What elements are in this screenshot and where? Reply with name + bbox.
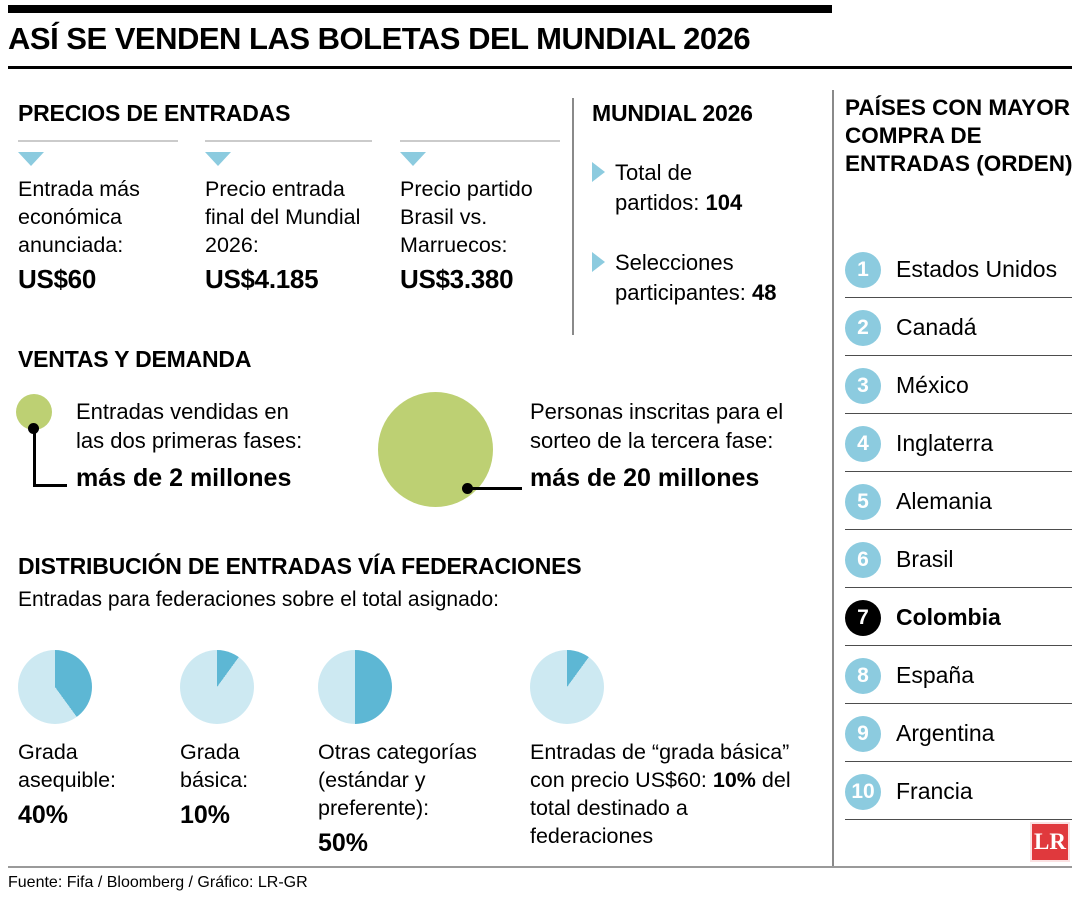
pie-label-grada-basica-us60: Entradas de “grada básica” con precio US… <box>530 739 812 851</box>
pie-chart-grada-asequible <box>18 650 92 724</box>
price-label: Precio partido Brasil vs. Marruecos: <box>400 177 533 257</box>
connector-dot <box>28 423 39 434</box>
top-rule <box>8 5 832 13</box>
country-row: 5 Alemania <box>845 474 1072 530</box>
price-label: Entrada más económica anunciada: <box>18 177 140 257</box>
price-card-economica: Entrada más económica anunciada: US$60 <box>18 140 178 295</box>
source-credit: Fuente: Fifa / Bloomberg / Gráfico: LR-G… <box>8 874 308 891</box>
rank-badge: 2 <box>845 309 881 346</box>
country-name: España <box>896 662 975 688</box>
connector-dot <box>462 483 473 494</box>
pie-label-text: Grada básica: <box>180 740 249 792</box>
rank-badge: 10 <box>845 773 881 810</box>
rank-badge: 9 <box>845 715 881 752</box>
pie-value: 50% <box>318 828 369 857</box>
country-row: 2 Canadá <box>845 300 1072 356</box>
country-name: Colombia <box>896 604 1001 630</box>
pie-label-grada-asequible: Grada asequible: 40% <box>18 739 146 831</box>
pie-label-otras-categorias: Otras categorías (estándar y preferente)… <box>318 739 498 859</box>
pie-chart-grada-basica <box>180 650 254 724</box>
country-name: Brasil <box>896 546 954 572</box>
stat-label: Selecciones participantes: <box>615 250 746 306</box>
price-label: Precio entrada final del Mundial 2026: <box>205 177 361 257</box>
country-name: Francia <box>896 778 973 804</box>
rank-badge: 3 <box>845 367 881 404</box>
stat-value: 48 <box>751 280 777 306</box>
pie-label-text: Otras categorías (estándar y preferente)… <box>318 740 477 820</box>
rank-badge: 1 <box>845 251 881 288</box>
lr-logo: LR <box>1030 822 1070 862</box>
connector-line <box>472 487 522 490</box>
title-divider <box>8 66 1072 69</box>
ventas-label: Entradas vendidas en las dos primeras fa… <box>76 399 303 454</box>
country-row: 8 España <box>845 648 1072 704</box>
section-title-ventas: VENTAS Y DEMANDA <box>18 346 252 372</box>
pie-chart-grada-basica-us60 <box>530 650 604 724</box>
price-value: US$60 <box>18 263 96 294</box>
divider-prices-mundial <box>572 98 574 335</box>
country-row: 3 México <box>845 358 1072 414</box>
pie-value: 40% <box>18 800 69 829</box>
ventas-value: más de 20 millones <box>530 464 760 493</box>
country-row: 10 Francia <box>845 764 1072 820</box>
country-name: Alemania <box>896 488 992 514</box>
section-title-mundial: MUNDIAL 2026 <box>592 100 753 126</box>
ventas-label: Personas inscritas para el sorteo de la … <box>530 399 784 454</box>
ventas-item-sorteo: Personas inscritas para el sorteo de la … <box>530 397 798 493</box>
price-card-final: Precio entrada final del Mundial 2026: U… <box>205 140 372 295</box>
rank-badge: 4 <box>845 425 881 462</box>
rank-badge: 8 <box>845 657 881 694</box>
pie-label-text: Grada asequible: <box>18 740 117 792</box>
rank-badge: 5 <box>845 483 881 520</box>
pie-value: 10% <box>180 800 231 829</box>
pie-label-grada-basica: Grada básica: 10% <box>180 739 300 831</box>
rank-badge: 7 <box>845 599 881 636</box>
country-row: 4 Inglaterra <box>845 416 1072 472</box>
section-title-paises: PAÍSES CON MAYOR COMPRA DE ENTRADAS (ORD… <box>845 95 1073 176</box>
country-name: Inglaterra <box>896 430 994 456</box>
stat-item-partidos: Total de partidos: 104 <box>592 158 782 219</box>
section-title-precios: PRECIOS DE ENTRADAS <box>18 100 291 126</box>
country-row: 6 Brasil <box>845 532 1072 588</box>
stat-value: 104 <box>705 190 743 216</box>
price-card-brasil-marruecos: Precio partido Brasil vs. Marruecos: US$… <box>400 140 560 295</box>
ventas-item-fases: Entradas vendidas en las dos primeras fa… <box>76 397 314 493</box>
stat-label: Total de partidos: <box>615 160 700 216</box>
pie-label-text: del total destinado a federaciones <box>530 767 791 848</box>
country-row: 1 Estados Unidos <box>845 242 1072 298</box>
rank-badge: 6 <box>845 541 881 578</box>
pie-chart-otras-categorias <box>318 650 392 724</box>
divider-main-sidebar <box>832 90 834 866</box>
section-subtitle-distribucion: Entradas para federaciones sobre el tota… <box>18 588 499 611</box>
connector-line <box>33 433 67 487</box>
price-value: US$4.185 <box>205 263 319 294</box>
stat-text: Selecciones participantes: 48 <box>615 248 812 309</box>
price-value: US$3.380 <box>400 263 514 294</box>
section-title-distribucion: DISTRIBUCIÓN DE ENTRADAS VÍA FEDERACIONE… <box>18 553 582 579</box>
country-name: Estados Unidos <box>896 256 1058 282</box>
triangle-down-icon <box>18 152 44 166</box>
stat-text: Total de partidos: 104 <box>615 158 782 219</box>
page-title: ASÍ SE VENDEN LAS BOLETAS DEL MUNDIAL 20… <box>8 21 751 56</box>
country-name: Argentina <box>896 720 995 746</box>
country-row: 9 Argentina <box>845 706 1072 762</box>
stat-item-selecciones: Selecciones participantes: 48 <box>592 248 812 309</box>
pie-label-text: Entradas de “grada básica” con precio US… <box>530 740 790 792</box>
country-name: Canadá <box>896 314 977 340</box>
triangle-right-icon <box>592 162 605 182</box>
triangle-down-icon <box>400 152 426 166</box>
triangle-right-icon <box>592 252 605 272</box>
footer-divider <box>8 866 1072 868</box>
ventas-value: más de 2 millones <box>76 464 292 493</box>
triangle-down-icon <box>205 152 231 166</box>
country-row-highlight-colombia: 7 Colombia <box>845 590 1072 646</box>
country-name: México <box>896 372 969 398</box>
pie-value: 10% <box>712 767 756 792</box>
